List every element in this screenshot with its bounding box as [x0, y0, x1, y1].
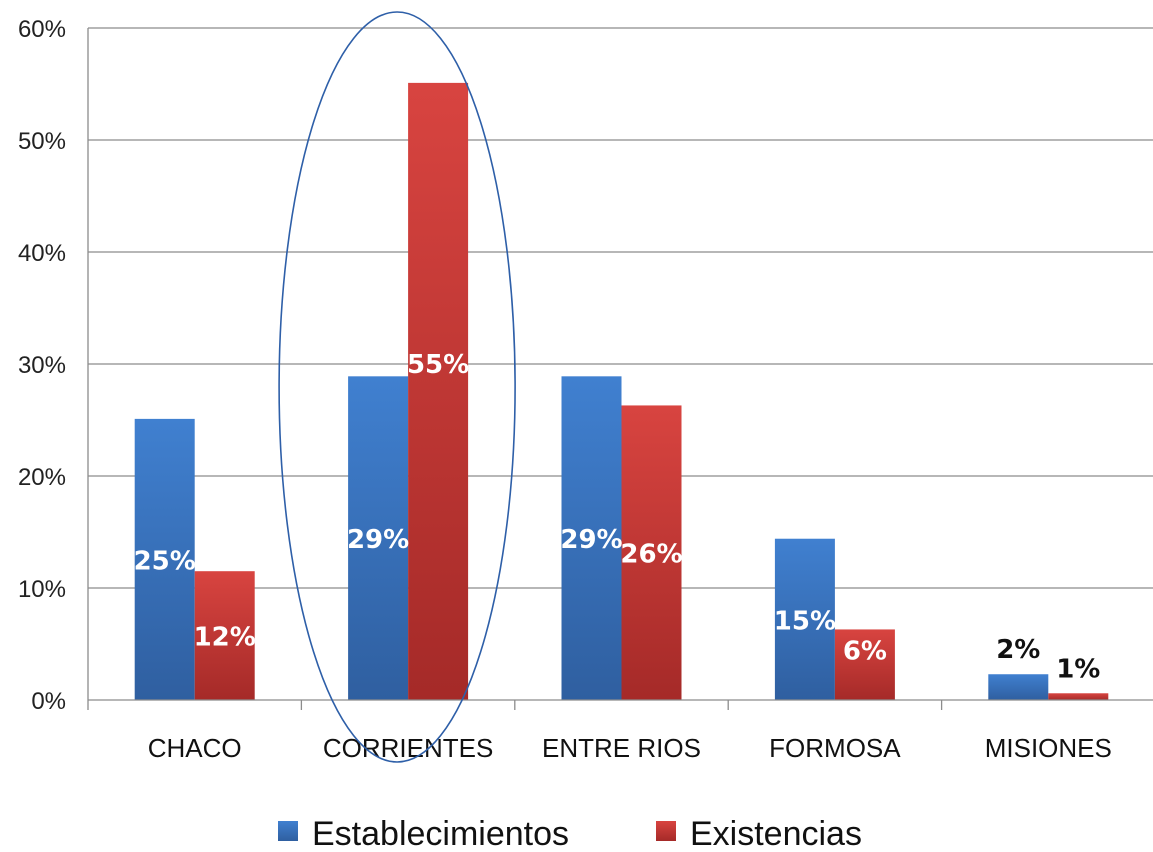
bars: [134, 82, 1109, 700]
data-label: 15%: [774, 606, 836, 636]
x-axis-ticks: CHACO CORRIENTES ENTRE RIOS FORMOSA MISIONES: [148, 733, 1112, 763]
data-label: 1%: [1056, 654, 1100, 684]
bar-establecimientos: [561, 376, 622, 700]
bar-establecimientos: [988, 674, 1049, 700]
bar-existencias: [408, 82, 469, 700]
x-tick-label: CORRIENTES: [323, 733, 493, 763]
bar-establecimientos: [774, 538, 835, 700]
y-axis-ticks: 0% 10% 20% 30% 40% 50% 60%: [18, 16, 66, 715]
legend: Establecimientos Existencias: [278, 815, 862, 852]
data-label: 55%: [407, 350, 469, 380]
legend-swatch: [656, 821, 676, 841]
data-labels: 25%12%29%55%29%26%15%6% 2%1%: [134, 350, 1101, 684]
bar-establecimientos: [134, 418, 195, 700]
y-tick-label: 60%: [18, 16, 66, 43]
bar-establecimientos: [348, 376, 409, 700]
gridlines: [88, 27, 1153, 589]
y-tick-label: 0%: [31, 688, 66, 715]
data-label: 25%: [134, 546, 196, 576]
y-tick-label: 30%: [18, 352, 66, 379]
highlight-ellipse-group: [278, 11, 516, 763]
legend-label: Establecimientos: [312, 815, 569, 852]
y-tick-label: 10%: [18, 576, 66, 603]
data-label: 29%: [560, 525, 622, 555]
data-label: 12%: [194, 623, 256, 653]
highlight-ellipse: [278, 11, 516, 763]
bar-existencias: [1048, 693, 1109, 700]
bar-existencias: [621, 405, 682, 700]
data-label: 6%: [843, 636, 887, 666]
bar-existencias: [194, 571, 255, 700]
data-label: 2%: [996, 635, 1040, 665]
x-tick-label: ENTRE RIOS: [542, 733, 701, 763]
x-tick-label: CHACO: [148, 733, 242, 763]
y-tick-label: 40%: [18, 240, 66, 267]
legend-label: Existencias: [690, 815, 862, 852]
y-tick-label: 20%: [18, 464, 66, 491]
data-label: 29%: [347, 525, 409, 555]
axes: [87, 28, 1153, 710]
y-tick-label: 50%: [18, 128, 66, 155]
bar-existencias: [834, 629, 895, 700]
x-tick-label: FORMOSA: [769, 733, 901, 763]
data-label: 26%: [620, 540, 682, 570]
legend-swatch: [278, 821, 298, 841]
x-tick-label: MISIONES: [985, 733, 1112, 763]
